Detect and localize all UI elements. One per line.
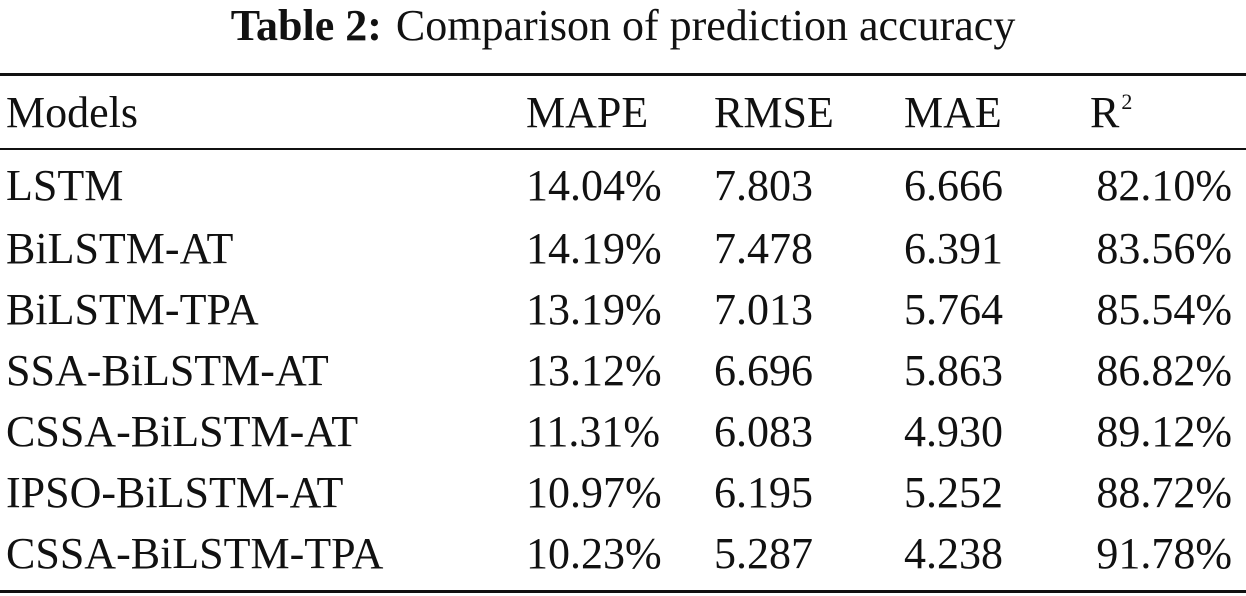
table-caption: Table 2: Comparison of prediction accurac… <box>0 0 1246 52</box>
cell-mape: 13.19% <box>526 285 662 334</box>
cell-rmse: 7.803 <box>714 160 813 210</box>
table-caption-title: Comparison of prediction accuracy <box>395 1 1016 50</box>
header-r2-base: R <box>1090 87 1120 137</box>
cell-mape: 14.04% <box>526 160 662 210</box>
cell-model: IPSO-BiLSTM-AT <box>6 468 344 517</box>
header-mape: MAPE <box>526 87 649 137</box>
cell-mape: 13.12% <box>526 346 662 395</box>
table-row: BiLSTM-TPA 13.19% 7.013 5.764 85.54% <box>0 279 1246 340</box>
cell-r2: 83.56% <box>1096 224 1232 273</box>
table-row: IPSO-BiLSTM-AT 10.97% 6.195 5.252 88.72% <box>0 462 1246 523</box>
cell-model: SSA-BiLSTM-AT <box>6 346 329 395</box>
cell-model: CSSA-BiLSTM-AT <box>6 407 359 456</box>
cell-model: CSSA-BiLSTM-TPA <box>6 529 384 578</box>
cell-mae: 5.252 <box>904 468 1003 517</box>
cell-r2: 89.12% <box>1096 407 1232 456</box>
table-row: LSTM 14.04% 7.803 6.666 82.10% <box>0 148 1246 218</box>
cell-mape: 10.23% <box>526 529 662 578</box>
table-header-row: Models MAPE RMSE MAE R2 <box>0 76 1246 148</box>
cell-rmse: 6.083 <box>714 407 813 456</box>
cell-mape: 10.97% <box>526 468 662 517</box>
cell-r2: 86.82% <box>1096 346 1232 395</box>
table-caption-label: Table 2: <box>230 1 382 50</box>
header-mae: MAE <box>904 87 1002 137</box>
cell-mae: 4.238 <box>904 529 1003 578</box>
cell-mae: 5.764 <box>904 285 1003 334</box>
cell-mae: 4.930 <box>904 407 1003 456</box>
header-rmse: RMSE <box>714 87 834 137</box>
cell-model: BiLSTM-AT <box>6 224 234 273</box>
cell-model: BiLSTM-TPA <box>6 285 259 334</box>
cell-rmse: 6.696 <box>714 346 813 395</box>
table-bottom-rule <box>0 590 1246 593</box>
table-row: SSA-BiLSTM-AT 13.12% 6.696 5.863 86.82% <box>0 340 1246 401</box>
table-row: BiLSTM-AT 14.19% 7.478 6.391 83.56% <box>0 218 1246 279</box>
cell-r2: 85.54% <box>1096 285 1232 334</box>
cell-rmse: 7.478 <box>714 224 813 273</box>
cell-r2: 88.72% <box>1096 468 1232 517</box>
cell-rmse: 7.013 <box>714 285 813 334</box>
table-row: CSSA-BiLSTM-AT 11.31% 6.083 4.930 89.12% <box>0 401 1246 462</box>
table-row: CSSA-BiLSTM-TPA 10.23% 5.287 4.238 91.78… <box>0 523 1246 584</box>
cell-rmse: 5.287 <box>714 529 813 578</box>
header-r2-superscript: 2 <box>1121 88 1133 114</box>
cell-mape: 14.19% <box>526 224 662 273</box>
cell-mae: 6.391 <box>904 224 1003 273</box>
cell-mae: 6.666 <box>904 160 1003 210</box>
header-models: Models <box>6 87 138 137</box>
cell-r2: 82.10% <box>1096 160 1232 210</box>
cell-rmse: 6.195 <box>714 468 813 517</box>
table-header-rule <box>0 148 1246 150</box>
cell-model: LSTM <box>6 160 124 210</box>
header-r2: R2 <box>1090 76 1246 148</box>
cell-mape: 11.31% <box>526 407 661 456</box>
table-top-rule <box>0 73 1246 76</box>
cell-r2: 91.78% <box>1096 529 1232 578</box>
accuracy-table: Models MAPE RMSE MAE R2 LSTM 14.04% 7.80… <box>0 76 1246 584</box>
cell-mae: 5.863 <box>904 346 1003 395</box>
